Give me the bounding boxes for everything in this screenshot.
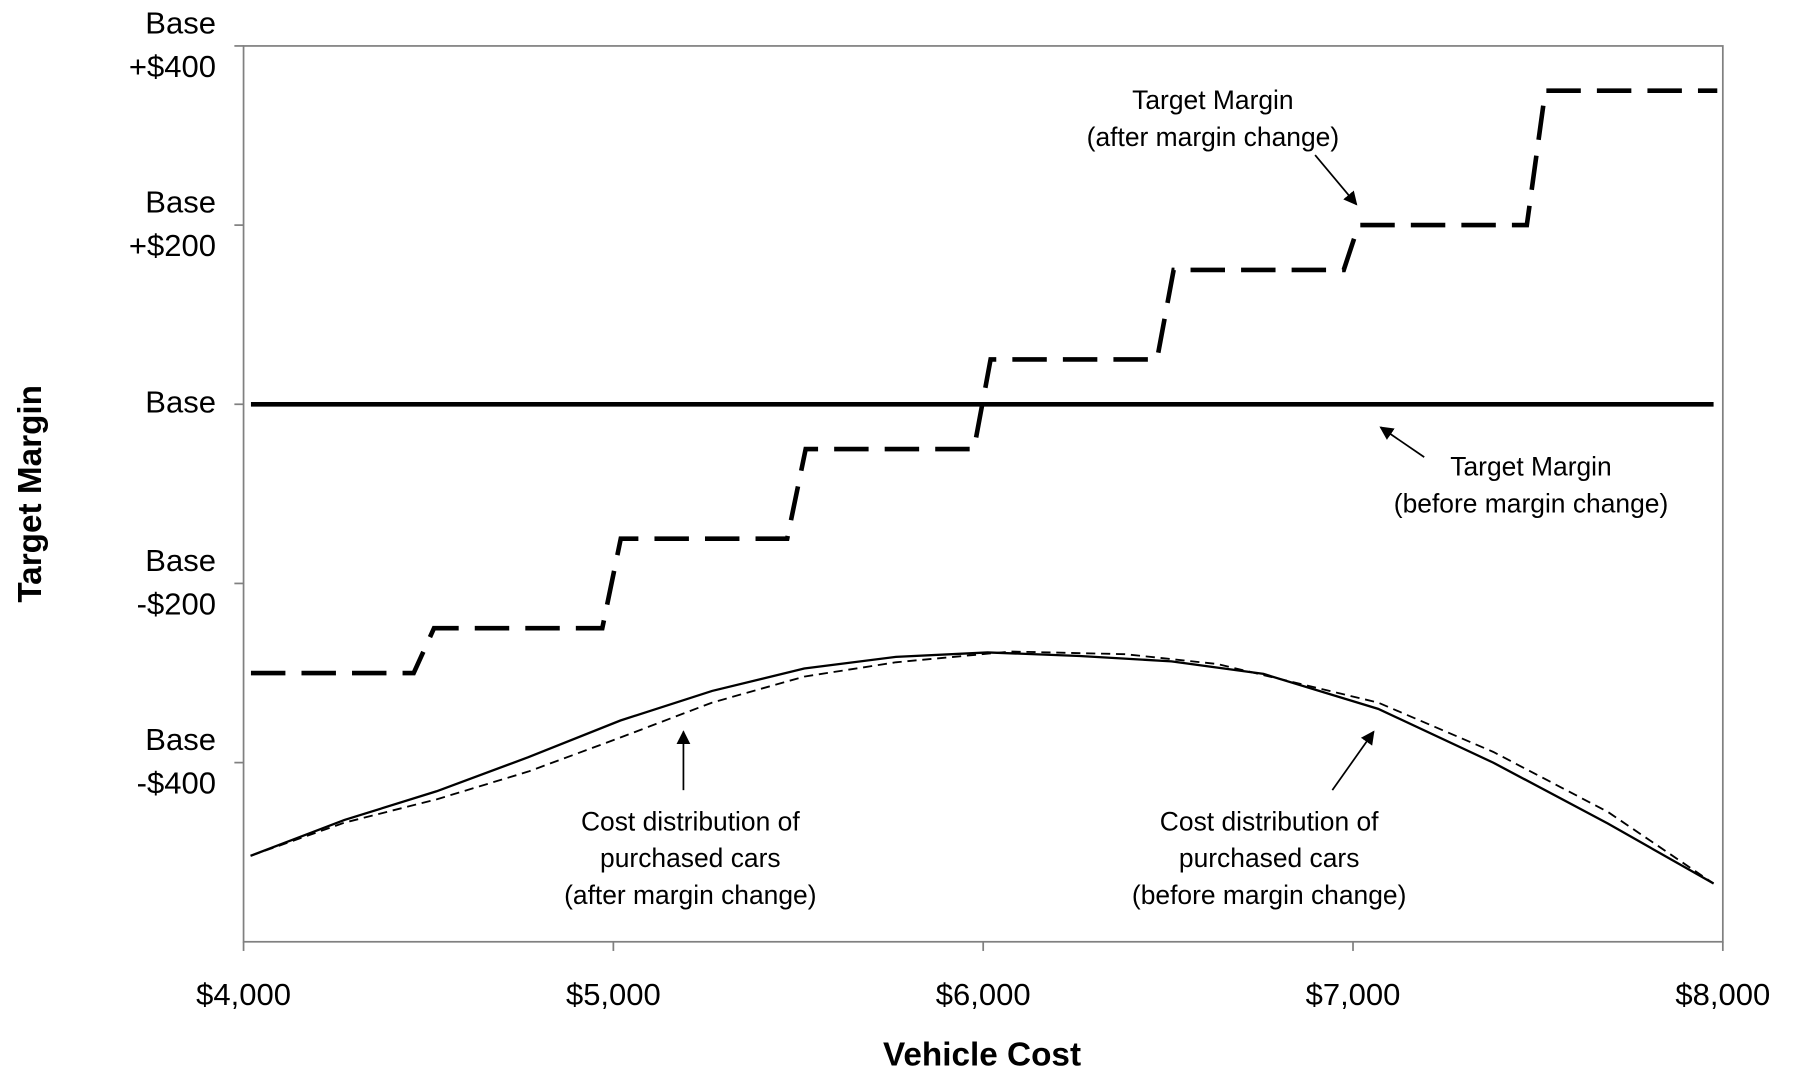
y-tick-label-line: Base <box>145 5 216 40</box>
annotation: Target Margin <box>1132 85 1293 115</box>
series-line <box>250 88 1718 676</box>
x-tick-label: $4,000 <box>196 977 291 1012</box>
x-tick-label: $8,000 <box>1675 977 1770 1012</box>
y-tick-label: Base +$400 <box>129 5 216 84</box>
y-tick-label-line: +$400 <box>129 49 216 84</box>
y-tick-label-line: Base <box>145 543 216 578</box>
annotation: Target Margin <box>1450 452 1611 482</box>
y-tick-label-line: -$400 <box>137 766 216 801</box>
series-line <box>250 651 1715 885</box>
series-line <box>250 650 1715 885</box>
annotation: (after margin change) <box>564 880 816 910</box>
annotation: Cost distribution of <box>581 806 800 836</box>
y-tick-label-line: -$200 <box>137 587 216 622</box>
y-tick-label: Base +$200 <box>129 185 216 264</box>
annotation: (after margin change) <box>1087 122 1339 152</box>
y-tick-label: Base -$200 <box>137 543 216 622</box>
y-tick-label-line: Base <box>145 722 216 757</box>
x-axis-title: Vehicle Cost <box>883 1036 1081 1073</box>
y-tick-label-line: +$200 <box>129 228 216 263</box>
y-tick-label: Base <box>145 384 216 419</box>
annotation: purchased cars <box>600 843 781 873</box>
arrow <box>1331 730 1375 791</box>
annotation: Cost distribution of <box>1160 806 1379 836</box>
annotation: (before margin change) <box>1132 880 1406 910</box>
y-tick-label: Base -$400 <box>137 722 216 801</box>
x-tick-label: $7,000 <box>1306 977 1401 1012</box>
x-tick-label: $6,000 <box>936 977 1031 1012</box>
annotation: (before margin change) <box>1394 488 1668 518</box>
y-tick-label-line: Base <box>145 185 216 220</box>
x-tick-label: $5,000 <box>566 977 661 1012</box>
y-axis-title: Target Margin <box>12 385 49 603</box>
arrow <box>1379 426 1425 458</box>
annotation: purchased cars <box>1179 843 1360 873</box>
arrow <box>1314 154 1358 206</box>
